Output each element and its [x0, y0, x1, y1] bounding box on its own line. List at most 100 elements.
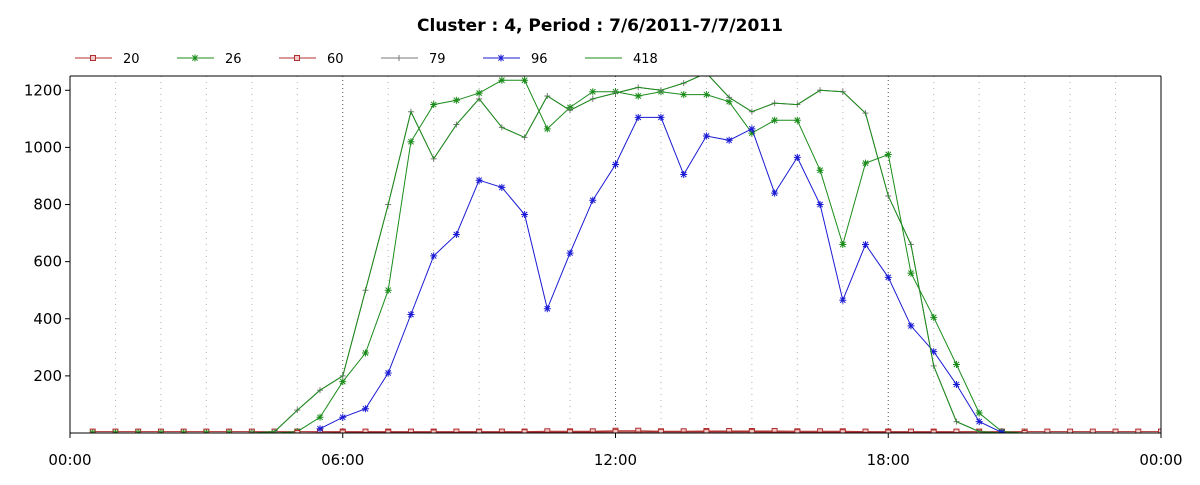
- data-point-96: [884, 273, 892, 281]
- series-96: [316, 113, 1006, 433]
- legend-item-418: 418: [585, 52, 658, 67]
- data-point-26: [975, 409, 983, 417]
- data-point-96: [862, 241, 870, 249]
- data-point-96: [771, 189, 779, 197]
- data-point-96: [589, 196, 597, 204]
- data-point-96: [634, 113, 642, 121]
- data-point-20: [635, 427, 642, 433]
- data-point-20: [1158, 428, 1161, 433]
- x-tick-label: 06:00: [321, 451, 364, 469]
- legend-marker-96: [497, 54, 505, 62]
- data-point-60: [703, 428, 710, 433]
- data-point-96: [612, 161, 619, 169]
- data-point-26: [839, 241, 847, 249]
- data-point-60: [612, 428, 619, 433]
- data-point-96: [748, 125, 756, 133]
- data-point-26: [680, 91, 688, 99]
- data-point-20: [1089, 428, 1096, 433]
- chart-title: Cluster : 4, Period : 7/6/2011-7/7/2011: [417, 16, 783, 36]
- data-point-20: [862, 428, 869, 433]
- axes: 200 400 600 800 1000 1200 00:00 06:00 12:00 18:00…: [24, 75, 1183, 469]
- data-point-96: [725, 136, 733, 144]
- y-tick-label: 800: [33, 196, 62, 214]
- data-point-26: [498, 76, 506, 84]
- data-point-60: [657, 428, 664, 433]
- data-point-60: [430, 429, 437, 433]
- data-point-96: [816, 201, 824, 209]
- data-point-60: [567, 429, 574, 433]
- legend-item-20: 20: [75, 52, 140, 67]
- data-point-96: [384, 369, 392, 377]
- legend-label-20: 20: [123, 52, 140, 67]
- data-point-26: [316, 413, 324, 421]
- legend: 20 26 60 79 96 418: [75, 52, 658, 67]
- data-point-60: [385, 429, 392, 433]
- data-point-96: [339, 413, 347, 421]
- y-tick-label: 200: [33, 367, 62, 385]
- legend-item-60: 60: [279, 52, 344, 67]
- series-418: [251, 76, 1002, 433]
- data-point-26: [384, 286, 392, 294]
- data-point-79: [705, 76, 707, 77]
- y-tick-label: 1200: [24, 81, 62, 99]
- data-point-26: [702, 91, 710, 99]
- legend-marker-79: [396, 55, 402, 61]
- data-point-20: [407, 428, 414, 433]
- data-point-60: [339, 429, 346, 433]
- legend-item-96: 96: [483, 52, 548, 67]
- series-60: [294, 428, 1028, 433]
- y-tick-label: 600: [33, 253, 62, 271]
- series-line-26: [92, 79, 1025, 433]
- y-tick-label: 1000: [24, 138, 62, 156]
- data-point-20: [953, 428, 960, 433]
- data-point-96: [907, 322, 915, 330]
- legend-marker-26: [191, 54, 199, 62]
- data-point-26: [521, 76, 529, 84]
- data-point-26: [816, 166, 824, 174]
- data-point-26: [361, 349, 369, 357]
- data-point-96: [793, 153, 801, 161]
- series-line-79: [251, 76, 1002, 433]
- data-point-96: [407, 310, 415, 318]
- legend-item-79: 79: [381, 52, 446, 67]
- data-point-26: [589, 88, 597, 96]
- data-point-60: [521, 429, 528, 433]
- data-point-26: [407, 138, 415, 146]
- data-point-26: [430, 101, 438, 109]
- data-point-96: [952, 380, 960, 388]
- data-point-26: [884, 151, 892, 159]
- data-point-60: [839, 429, 846, 433]
- data-point-60: [294, 430, 301, 433]
- data-point-20: [544, 428, 551, 433]
- legend-label-26: 26: [225, 52, 242, 67]
- series-line-418: [251, 76, 1002, 433]
- data-point-20: [726, 428, 733, 433]
- grid: [114, 76, 1117, 433]
- x-tick-label: 18:00: [867, 451, 910, 469]
- x-tick-label: 00:00: [48, 451, 91, 469]
- data-point-96: [452, 231, 460, 239]
- data-point-60: [930, 429, 937, 433]
- legend-marker-60: [294, 55, 300, 61]
- series-79: [248, 76, 1005, 433]
- legend-item-26: 26: [177, 52, 242, 67]
- data-point-79: [248, 430, 255, 433]
- data-point-96: [930, 348, 938, 356]
- y-tick-label: 400: [33, 310, 62, 328]
- data-point-26: [475, 89, 483, 97]
- legend-label-79: 79: [429, 52, 446, 67]
- data-point-20: [1067, 428, 1074, 433]
- data-point-26: [907, 269, 915, 277]
- data-point-26: [748, 129, 756, 137]
- data-point-20: [1044, 428, 1051, 433]
- data-point-26: [339, 378, 347, 386]
- data-point-20: [453, 428, 460, 433]
- data-point-96: [702, 132, 710, 140]
- data-point-20: [498, 428, 505, 433]
- data-point-26: [952, 360, 960, 368]
- data-point-96: [566, 249, 574, 257]
- data-point-20: [1135, 428, 1142, 433]
- data-point-20: [680, 428, 687, 433]
- legend-label-418: 418: [633, 52, 658, 67]
